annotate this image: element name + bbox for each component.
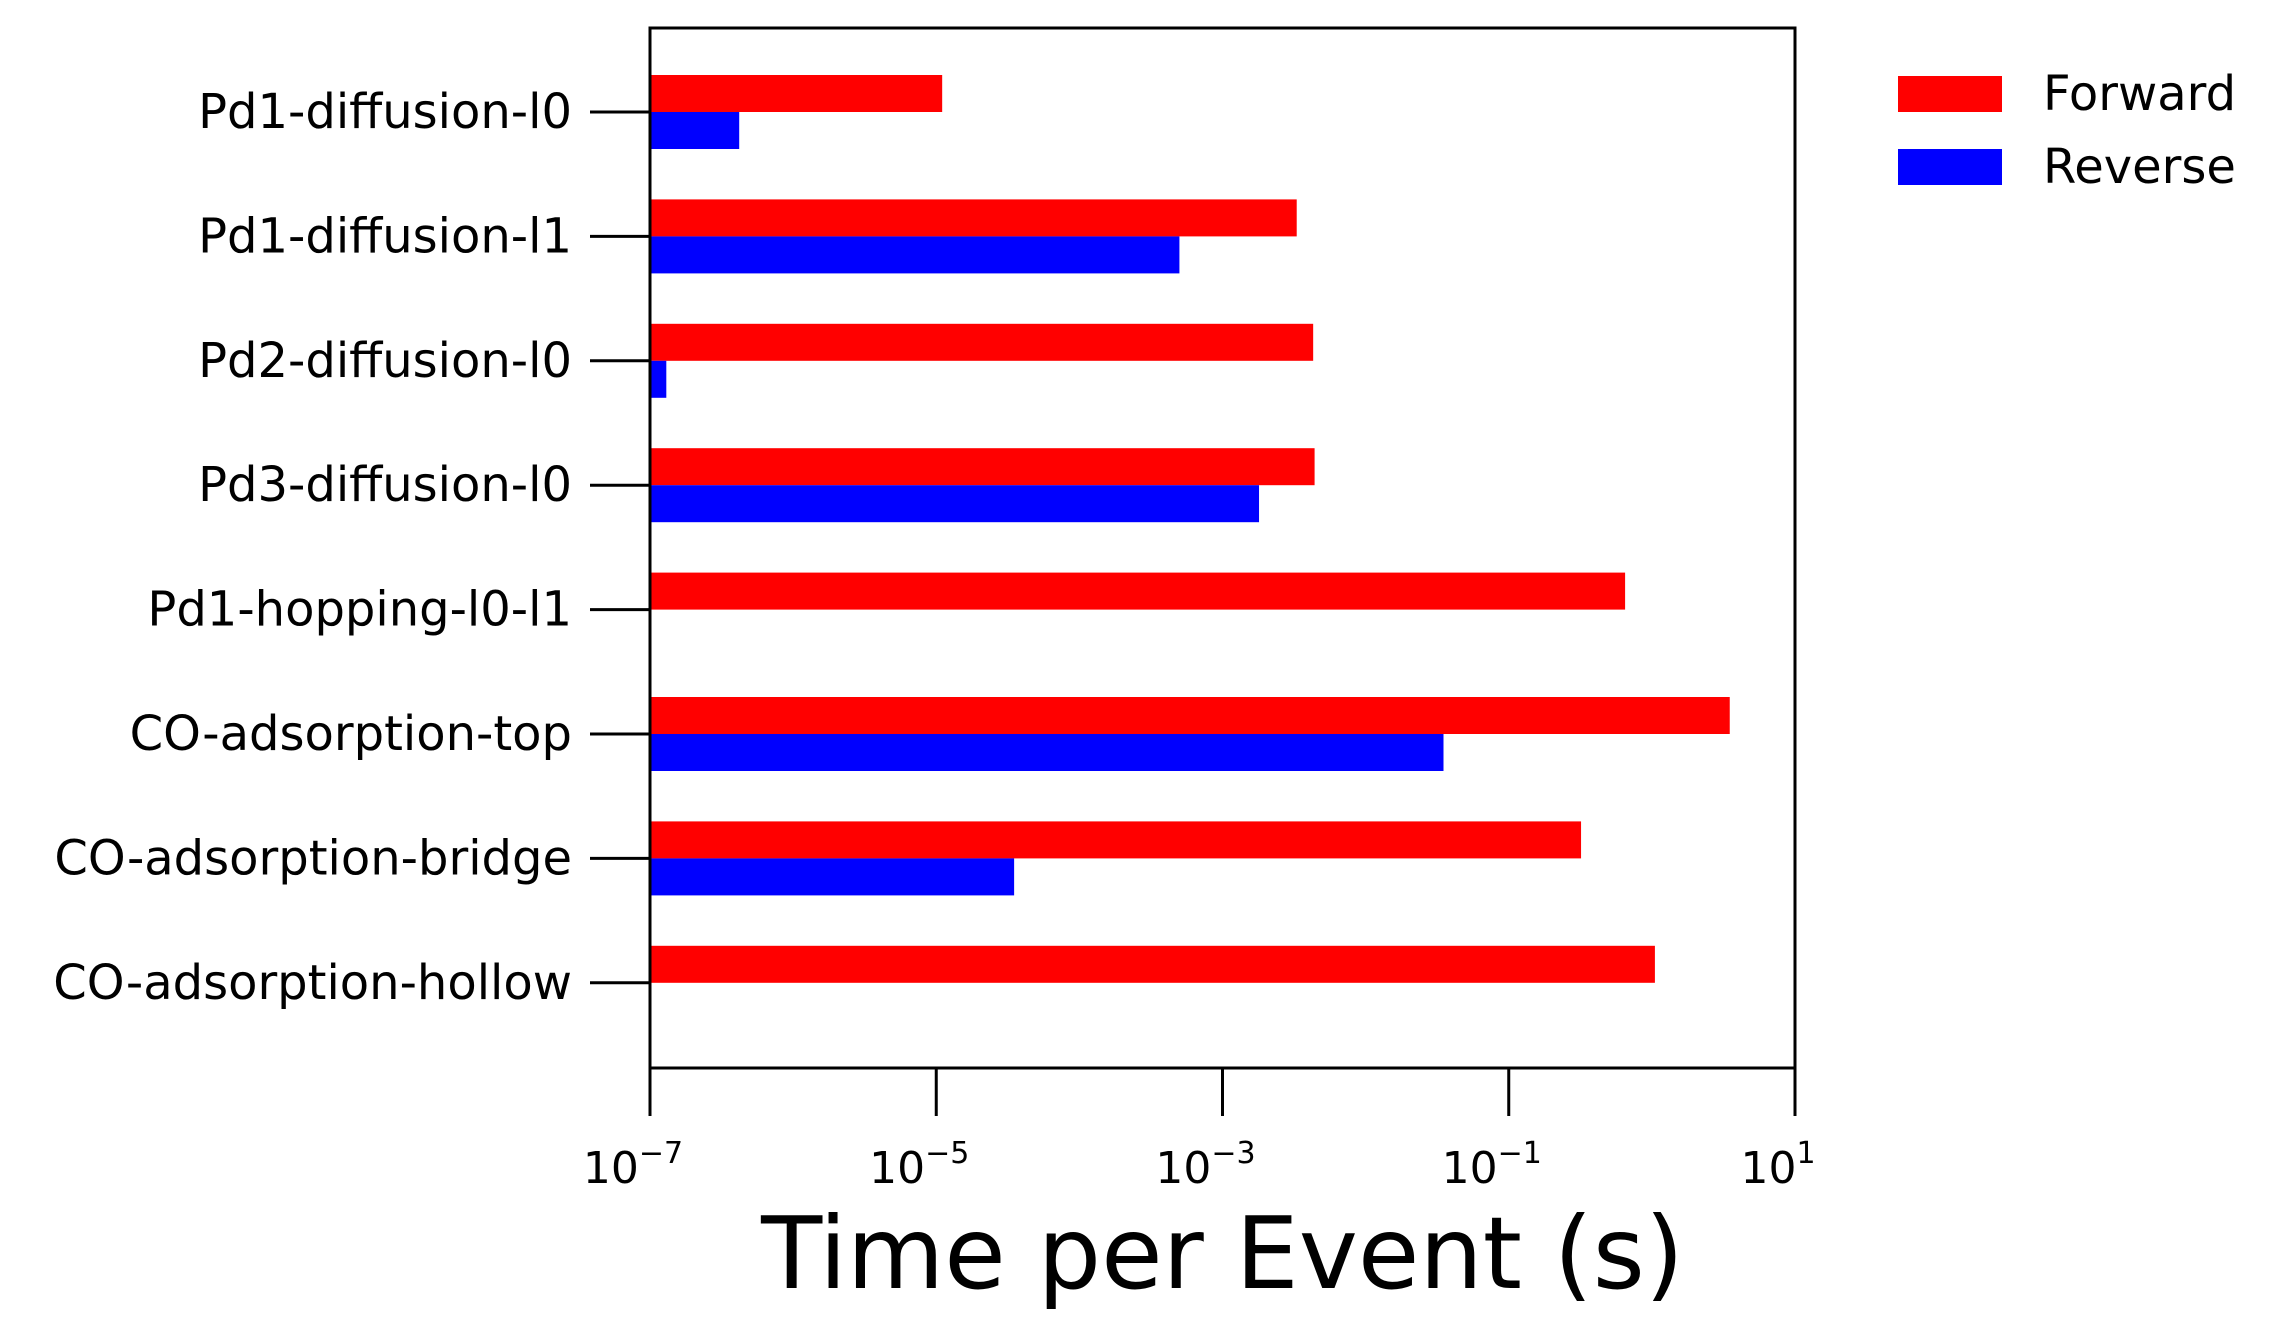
bar-forward-CO-adsorption-hollow: [650, 945, 1655, 983]
y-tick-label: Pd1-hopping-l0-l1: [147, 582, 572, 638]
x-tick-label: 10−7: [583, 1136, 683, 1194]
x-axis-title: Time per Event (s): [760, 1195, 1684, 1312]
bar-forward-Pd1-hopping-l0-l1: [650, 572, 1626, 610]
bar-forward-Pd1-diffusion-l0: [650, 75, 943, 112]
bar-reverse-Pd3-diffusion-l0: [650, 485, 1260, 523]
bar-reverse-CO-adsorption-bridge: [650, 858, 1015, 896]
legend-swatch-forward: [1898, 76, 2002, 112]
bar-forward-CO-adsorption-top: [650, 697, 1730, 734]
bar-reverse-Pd1-diffusion-l1: [650, 236, 1180, 274]
legend-swatch-reverse: [1898, 149, 2002, 185]
x-tick-label: 10−5: [869, 1136, 969, 1194]
y-tick-label: Pd2-diffusion-l0: [198, 333, 572, 389]
bar-forward-Pd2-diffusion-l0: [650, 323, 1314, 361]
x-axis: 10−7 10−5 10−3 10−1 101: [583, 1068, 1816, 1194]
legend: Forward Reverse: [1898, 66, 2236, 195]
bar-reverse-CO-adsorption-top: [650, 734, 1444, 771]
bar-forward-Pd3-diffusion-l0: [650, 448, 1315, 486]
bars-layer: [650, 75, 1730, 983]
bar-reverse-Pd2-diffusion-l0: [650, 360, 667, 398]
y-tick-label: Pd1-diffusion-l0: [198, 84, 572, 140]
y-axis: Pd1-diffusion-l0 Pd1-diffusion-l1 Pd2-diff…: [53, 84, 650, 1011]
plot-area-frame: [648, 26, 1797, 1070]
y-tick-label: Pd3-diffusion-l0: [198, 457, 572, 513]
bar-reverse-Pd1-diffusion-l0: [650, 112, 740, 149]
legend-label-forward: Forward: [2043, 66, 2236, 122]
x-tick-label: 101: [1740, 1136, 1815, 1194]
y-tick-label: CO-adsorption-top: [130, 706, 572, 762]
bar-forward-CO-adsorption-bridge: [650, 821, 1582, 859]
x-tick-label: 10−1: [1442, 1136, 1542, 1194]
y-tick-label: Pd1-diffusion-l1: [198, 208, 572, 264]
y-tick-label: CO-adsorption-bridge: [54, 830, 572, 886]
y-tick-label: CO-adsorption-hollow: [53, 955, 572, 1011]
x-tick-label: 10−3: [1155, 1136, 1255, 1194]
legend-label-reverse: Reverse: [2043, 139, 2236, 195]
bar-forward-Pd1-diffusion-l1: [650, 199, 1297, 237]
